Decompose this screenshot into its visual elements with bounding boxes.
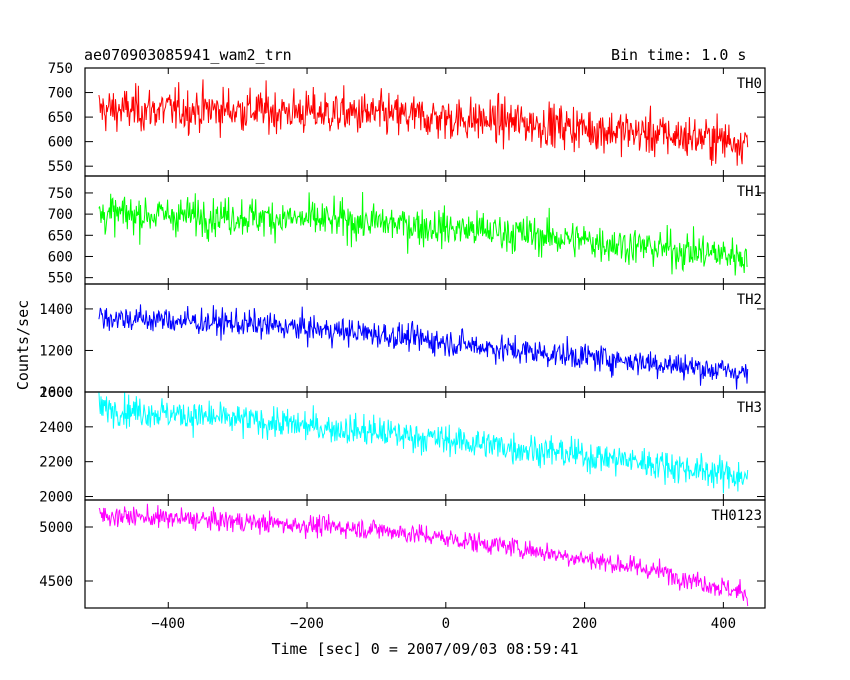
bin-time-label: Bin time: 1.0 s — [611, 46, 747, 64]
x-tick-label: 400 — [711, 616, 736, 632]
chart-title-left: ae070903085941_wam2_trn — [84, 46, 292, 64]
y-tick-label: 650 — [48, 110, 73, 126]
panel-label-th1: TH1 — [737, 184, 762, 200]
y-tick-label: 1000 — [39, 385, 73, 401]
y-tick-label: 600 — [48, 249, 73, 265]
panel-frame-th0123 — [84, 499, 766, 609]
panel-label-th0: TH0 — [737, 76, 762, 92]
x-tick-label: 0 — [442, 616, 450, 632]
y-tick-label: 750 — [48, 61, 73, 77]
y-tick-label: 5000 — [39, 520, 73, 536]
y-tick-label: 2400 — [39, 420, 73, 436]
series-line-th0 — [98, 79, 749, 166]
y-tick-label: 4500 — [39, 574, 73, 590]
y-tick-label: 700 — [48, 207, 73, 223]
y-tick-label: 600 — [48, 135, 73, 151]
y-tick-label: 550 — [48, 271, 73, 287]
y-tick-label: 650 — [48, 228, 73, 244]
y-axis-title: Counts/sec — [14, 299, 33, 391]
panel-label-th0123: TH0123 — [711, 508, 762, 524]
y-tick-label: 1200 — [39, 343, 73, 359]
panel-label-th3: TH3 — [737, 400, 762, 416]
panel-frame-th3 — [84, 391, 766, 501]
series-line-th3 — [98, 392, 749, 494]
y-tick-label: 1400 — [39, 302, 73, 318]
x-axis-title: Time [sec] 0 = 2007/09/03 08:59:41 — [271, 640, 579, 658]
x-tick-label: −200 — [290, 616, 324, 632]
y-tick-label: 2000 — [39, 490, 73, 506]
series-line-th1 — [98, 191, 748, 276]
y-tick-label: 2600 — [39, 385, 73, 401]
y-tick-label: 750 — [48, 186, 73, 202]
y-tick-label: 700 — [48, 86, 73, 102]
series-line-th2 — [98, 304, 749, 390]
panel-label-th2: TH2 — [737, 292, 762, 308]
series-line-th0123 — [98, 503, 749, 607]
y-tick-label: 550 — [48, 159, 73, 175]
x-tick-label: −400 — [151, 616, 185, 632]
x-tick-label: 200 — [572, 616, 597, 632]
y-tick-label: 2200 — [39, 455, 73, 471]
